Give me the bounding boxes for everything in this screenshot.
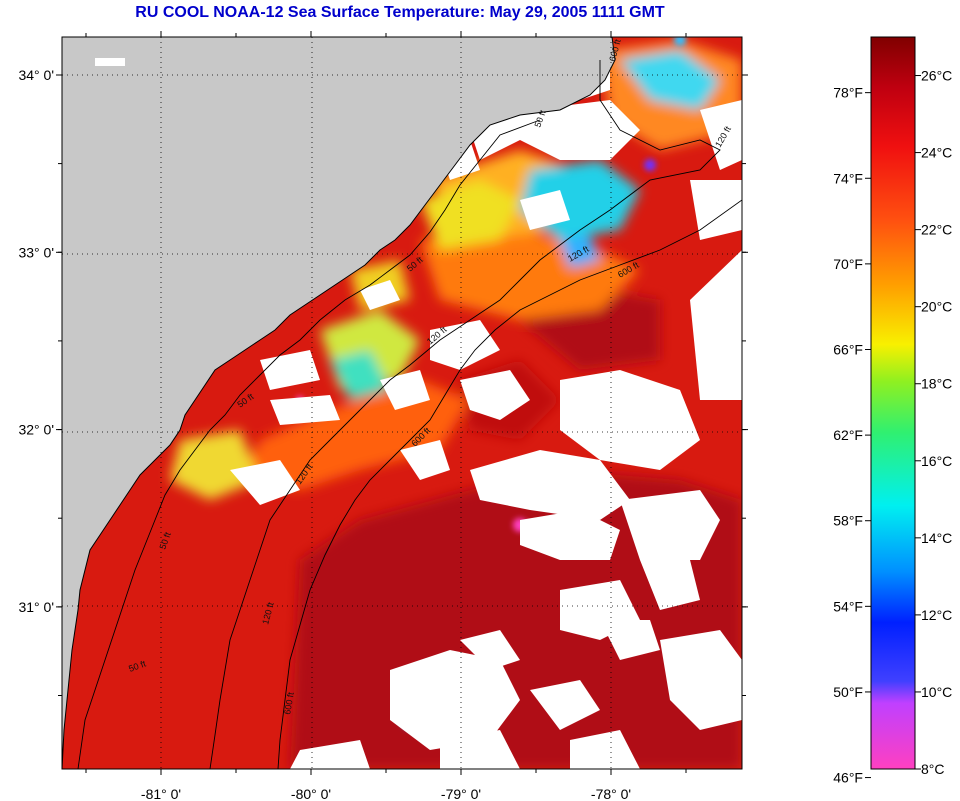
colorbar-ticks: 26°C 24°C 22°C 20°C 18°C 16°C 14°C 12°C 10°C 8°C 7… (833, 68, 952, 786)
fahrenheit-label: 54°F (833, 598, 863, 614)
bathymetry-contours (77, 60, 742, 769)
map-title: RU COOL NOAA-12 Sea Surface Temperature:… (135, 4, 665, 21)
celsius-label: 10°C (921, 684, 952, 700)
map-ticks: 34° 0' 33° 0' 32° 0' 31° 0' -81° 0' -80° 0' -7… (18, 31, 748, 801)
sst-cyan-ne (620, 50, 720, 110)
lat-tick-label: 33° 0' (18, 244, 54, 260)
fahrenheit-label: 70°F (833, 256, 863, 272)
contour-label: 600 ft (282, 691, 296, 715)
colorbar-gradient (871, 37, 915, 769)
sst-yellow-south (170, 430, 260, 500)
contour-120ft (209, 60, 721, 769)
fahrenheit-label: 74°F (833, 170, 863, 186)
graticule (62, 37, 742, 769)
lon-tick-label: -78° 0' (591, 786, 631, 801)
sst-cyan-speck (674, 37, 686, 46)
fahrenheit-label: 66°F (833, 341, 863, 357)
land-mass (62, 37, 615, 769)
map-area (62, 37, 742, 769)
fahrenheit-label: 50°F (833, 684, 863, 700)
sst-orange-shelf (240, 380, 470, 490)
sst-cyan-mid (330, 350, 390, 400)
lat-tick-label: 34° 0' (18, 67, 54, 83)
lat-tick-label: 31° 0' (18, 599, 54, 615)
coastline (62, 37, 616, 769)
celsius-label: 8°C (921, 761, 945, 777)
lat-tick-label: 32° 0' (18, 422, 54, 438)
colorbar-frame (870, 36, 916, 770)
sst-yellow-north (420, 180, 520, 250)
celsius-label: 24°C (921, 145, 952, 161)
map-frame (61, 36, 743, 770)
fahrenheit-label: 62°F (833, 427, 863, 443)
colorbar: 26°C 24°C 22°C 20°C 18°C 16°C 14°C 12°C 10°C 8°C 7… (833, 36, 952, 786)
celsius-label: 26°C (921, 68, 952, 84)
sst-blue-patch (560, 235, 600, 268)
celsius-label: 12°C (921, 607, 952, 623)
celsius-label: 14°C (921, 530, 952, 546)
celsius-label: 22°C (921, 222, 952, 238)
lon-tick-label: -79° 0' (441, 786, 481, 801)
island-cloud-speck (95, 58, 125, 66)
celsius-label: 20°C (921, 299, 952, 315)
celsius-label: 16°C (921, 453, 952, 469)
fahrenheit-label: 46°F (833, 770, 863, 786)
lon-tick-label: -81° 0' (141, 786, 181, 801)
contour-600ft (277, 199, 742, 769)
fahrenheit-label: 78°F (833, 85, 863, 101)
fahrenheit-label: 58°F (833, 513, 863, 529)
celsius-label: 18°C (921, 376, 952, 392)
lon-tick-label: -80° 0' (291, 786, 331, 801)
sst-violet-speck (644, 159, 656, 171)
contour-50ft (77, 119, 541, 769)
